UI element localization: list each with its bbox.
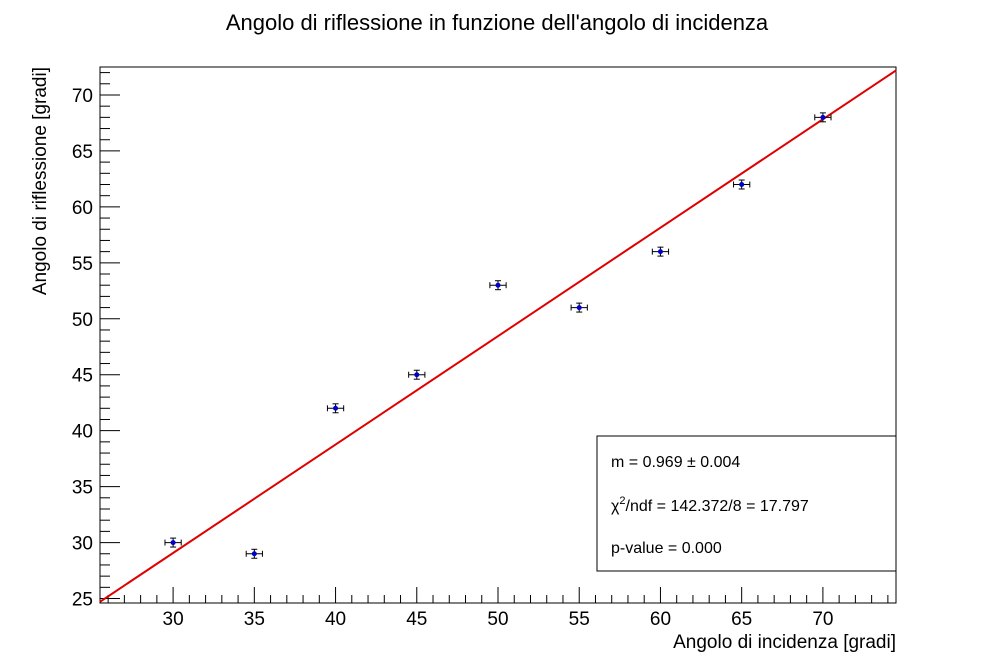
y-tick-label: 35 — [72, 478, 93, 499]
data-point — [408, 369, 426, 380]
y-axis: 25 30 35 40 45 50 55 60 65 70 — [72, 72, 120, 611]
fit-line-layer — [99, 69, 897, 603]
data-point-marker — [576, 305, 582, 311]
y-tick-label: 55 — [72, 254, 93, 275]
chi-superscript: 2 — [619, 495, 625, 507]
data-point — [733, 179, 751, 190]
x-tick-label: 70 — [812, 609, 833, 630]
y-tick-label: 40 — [72, 422, 93, 443]
x-tick-label: 45 — [406, 609, 427, 630]
y-tick-label: 50 — [72, 310, 93, 331]
y-axis-label: Angolo di riflessione [gradi] — [30, 67, 51, 295]
data-point-marker — [414, 372, 420, 378]
y-tick-label: 30 — [72, 534, 93, 555]
x-tick-label: 60 — [650, 609, 671, 630]
data-point-marker — [251, 551, 257, 557]
fit-line — [99, 69, 897, 603]
stats-box-frame — [596, 435, 897, 572]
y-tick-label: 60 — [72, 198, 93, 219]
x-tick-label: 65 — [731, 609, 752, 630]
chart-title: Angolo di riflessione in funzione dell'a… — [226, 10, 769, 35]
data-point — [326, 403, 345, 414]
x-tick-label: 30 — [163, 609, 184, 630]
data-point — [164, 537, 182, 548]
data-point — [245, 548, 263, 559]
data-point — [814, 112, 832, 123]
data-point — [570, 302, 588, 313]
stats-box: m = 0.969 ± 0.004 χ2/ndf = 142.372/8 = 1… — [596, 435, 897, 572]
data-points-layer — [164, 112, 832, 559]
x-axis: 30 35 40 45 50 55 60 65 70 — [107, 587, 889, 630]
data-point-marker — [495, 282, 501, 288]
x-tick-label: 55 — [569, 609, 590, 630]
stats-chi2-text: χ2/ndf = 142.372/8 = 17.797 — [611, 495, 809, 515]
x-tick-label: 40 — [325, 609, 346, 630]
y-tick-label: 65 — [72, 142, 93, 163]
x-axis-label: Angolo di incidenza [gradi] — [673, 632, 896, 653]
stats-pvalue-text: p-value = 0.000 — [611, 540, 722, 557]
data-point-marker — [820, 114, 826, 120]
data-point-marker — [657, 249, 663, 255]
y-tick-label: 25 — [72, 590, 93, 611]
data-point-marker — [739, 181, 745, 187]
y-tick-label: 70 — [72, 86, 93, 107]
data-point — [651, 246, 670, 257]
y-tick-label: 45 — [72, 366, 93, 387]
x-tick-label: 35 — [244, 609, 265, 630]
chi-rest: /ndf = 142.372/8 = 17.797 — [626, 498, 809, 515]
chi-symbol: χ — [611, 498, 620, 515]
data-point-marker — [170, 540, 176, 546]
data-point — [489, 280, 507, 291]
data-point-marker — [333, 405, 339, 411]
x-tick-label: 50 — [487, 609, 508, 630]
stats-slope-text: m = 0.969 ± 0.004 — [611, 454, 740, 471]
